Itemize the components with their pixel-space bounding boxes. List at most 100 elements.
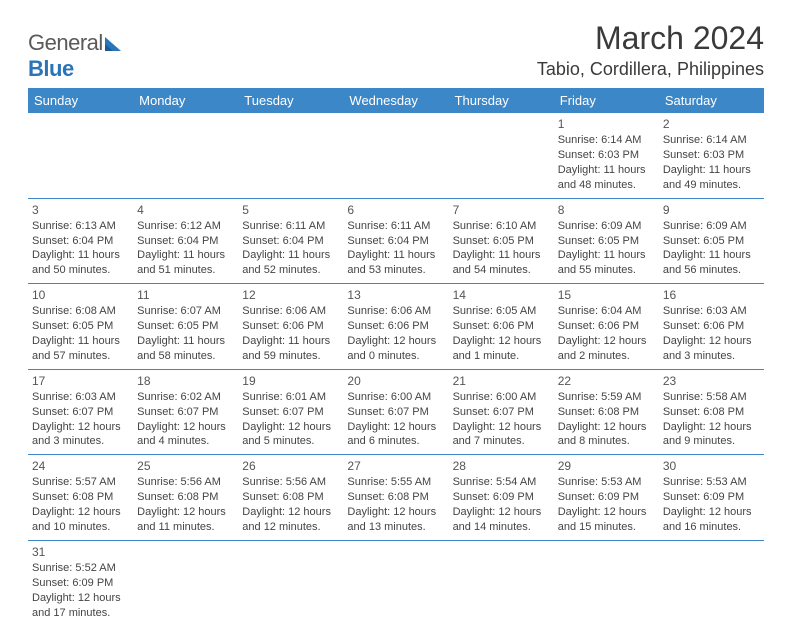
sun-info-line: Sunset: 6:04 PM (137, 234, 234, 249)
calendar-cell (343, 540, 448, 625)
sun-info-line: and 16 minutes. (663, 520, 760, 535)
sun-info-line: and 0 minutes. (347, 349, 444, 364)
sun-info-line: Sunrise: 6:14 AM (558, 133, 655, 148)
calendar-cell: 3Sunrise: 6:13 AMSunset: 6:04 PMDaylight… (28, 198, 133, 284)
day-number: 4 (137, 202, 234, 218)
day-number: 27 (347, 458, 444, 474)
sun-info-line: Sunset: 6:08 PM (663, 405, 760, 420)
sun-info-line: Sunrise: 6:00 AM (347, 390, 444, 405)
day-number: 24 (32, 458, 129, 474)
calendar-cell: 26Sunrise: 5:56 AMSunset: 6:08 PMDayligh… (238, 455, 343, 541)
calendar-cell: 24Sunrise: 5:57 AMSunset: 6:08 PMDayligh… (28, 455, 133, 541)
sun-info-line: and 7 minutes. (453, 434, 550, 449)
month-title: March 2024 (537, 20, 764, 57)
sun-info-line: Daylight: 12 hours (453, 420, 550, 435)
day-header: Friday (554, 88, 659, 113)
logo-text-gray: General (28, 30, 103, 55)
calendar-cell: 23Sunrise: 5:58 AMSunset: 6:08 PMDayligh… (659, 369, 764, 455)
calendar-cell (238, 113, 343, 198)
sun-info-line: Sunset: 6:08 PM (137, 490, 234, 505)
sun-info-line: Sunrise: 6:06 AM (242, 304, 339, 319)
sun-info-line: and 56 minutes. (663, 263, 760, 278)
sun-info-line: Sunset: 6:04 PM (347, 234, 444, 249)
day-number: 3 (32, 202, 129, 218)
sun-info-line: and 17 minutes. (32, 606, 129, 621)
day-number: 19 (242, 373, 339, 389)
sun-info-line: Daylight: 12 hours (453, 505, 550, 520)
sun-info-line: and 3 minutes. (32, 434, 129, 449)
calendar-cell: 1Sunrise: 6:14 AMSunset: 6:03 PMDaylight… (554, 113, 659, 198)
calendar-week: 10Sunrise: 6:08 AMSunset: 6:05 PMDayligh… (28, 284, 764, 370)
calendar-week: 24Sunrise: 5:57 AMSunset: 6:08 PMDayligh… (28, 455, 764, 541)
sun-info-line: Daylight: 12 hours (663, 334, 760, 349)
sun-info-line: and 50 minutes. (32, 263, 129, 278)
sun-info-line: Sunrise: 6:01 AM (242, 390, 339, 405)
sun-info-line: Sunrise: 5:56 AM (137, 475, 234, 490)
sun-info-line: Sunrise: 6:03 AM (32, 390, 129, 405)
sun-info-line: Daylight: 12 hours (242, 420, 339, 435)
day-number: 12 (242, 287, 339, 303)
sun-info-line: and 54 minutes. (453, 263, 550, 278)
sun-info-line: and 8 minutes. (558, 434, 655, 449)
day-number: 1 (558, 116, 655, 132)
sun-info-line: Sunset: 6:09 PM (32, 576, 129, 591)
sun-info-line: Daylight: 12 hours (558, 334, 655, 349)
calendar-cell: 13Sunrise: 6:06 AMSunset: 6:06 PMDayligh… (343, 284, 448, 370)
sun-info-line: Sunrise: 6:14 AM (663, 133, 760, 148)
sun-info-line: and 14 minutes. (453, 520, 550, 535)
sun-info-line: Sunset: 6:07 PM (453, 405, 550, 420)
calendar-table: SundayMondayTuesdayWednesdayThursdayFrid… (28, 88, 764, 625)
sun-info-line: Daylight: 12 hours (663, 505, 760, 520)
day-number: 23 (663, 373, 760, 389)
sun-info-line: Sunset: 6:04 PM (242, 234, 339, 249)
calendar-cell (238, 540, 343, 625)
header: GeneralBlue March 2024 Tabio, Cordillera… (28, 20, 764, 82)
day-number: 6 (347, 202, 444, 218)
sun-info-line: Sunset: 6:07 PM (347, 405, 444, 420)
sun-info-line: and 11 minutes. (137, 520, 234, 535)
sun-info-line: Sunrise: 6:13 AM (32, 219, 129, 234)
location: Tabio, Cordillera, Philippines (537, 59, 764, 80)
calendar-cell: 5Sunrise: 6:11 AMSunset: 6:04 PMDaylight… (238, 198, 343, 284)
sun-info-line: Sunrise: 5:55 AM (347, 475, 444, 490)
calendar-cell (133, 113, 238, 198)
sun-info-line: Daylight: 12 hours (558, 420, 655, 435)
sun-info-line: Sunrise: 5:58 AM (663, 390, 760, 405)
day-header: Sunday (28, 88, 133, 113)
sun-info-line: and 55 minutes. (558, 263, 655, 278)
sun-info-line: Sunrise: 5:53 AM (558, 475, 655, 490)
sun-info-line: and 5 minutes. (242, 434, 339, 449)
sun-info-line: and 52 minutes. (242, 263, 339, 278)
sun-info-line: and 9 minutes. (663, 434, 760, 449)
calendar-cell: 27Sunrise: 5:55 AMSunset: 6:08 PMDayligh… (343, 455, 448, 541)
calendar-body: 1Sunrise: 6:14 AMSunset: 6:03 PMDaylight… (28, 113, 764, 625)
sun-info-line: Daylight: 12 hours (137, 505, 234, 520)
sun-info-line: Sunrise: 6:08 AM (32, 304, 129, 319)
calendar-cell: 20Sunrise: 6:00 AMSunset: 6:07 PMDayligh… (343, 369, 448, 455)
logo-text: GeneralBlue (28, 30, 125, 82)
sun-info-line: Sunset: 6:04 PM (32, 234, 129, 249)
day-number: 28 (453, 458, 550, 474)
sun-info-line: Daylight: 12 hours (32, 505, 129, 520)
logo: GeneralBlue (28, 20, 125, 82)
sun-info-line: Daylight: 12 hours (453, 334, 550, 349)
day-number: 8 (558, 202, 655, 218)
sun-info-line: and 10 minutes. (32, 520, 129, 535)
calendar-week: 31Sunrise: 5:52 AMSunset: 6:09 PMDayligh… (28, 540, 764, 625)
sun-info-line: Daylight: 12 hours (32, 420, 129, 435)
sun-info-line: Daylight: 11 hours (347, 248, 444, 263)
calendar-cell (133, 540, 238, 625)
calendar-cell: 21Sunrise: 6:00 AMSunset: 6:07 PMDayligh… (449, 369, 554, 455)
sun-info-line: and 4 minutes. (137, 434, 234, 449)
sun-info-line: Daylight: 12 hours (242, 505, 339, 520)
sun-info-line: Sunset: 6:05 PM (558, 234, 655, 249)
calendar-cell: 29Sunrise: 5:53 AMSunset: 6:09 PMDayligh… (554, 455, 659, 541)
sun-info-line: Sunset: 6:05 PM (453, 234, 550, 249)
sun-info-line: Daylight: 11 hours (32, 248, 129, 263)
sun-info-line: Sunset: 6:05 PM (137, 319, 234, 334)
logo-text-blue: Blue (28, 56, 74, 81)
sun-info-line: Daylight: 12 hours (137, 420, 234, 435)
sun-info-line: Sunset: 6:06 PM (347, 319, 444, 334)
sun-info-line: Sunrise: 6:11 AM (347, 219, 444, 234)
sun-info-line: Daylight: 11 hours (242, 334, 339, 349)
